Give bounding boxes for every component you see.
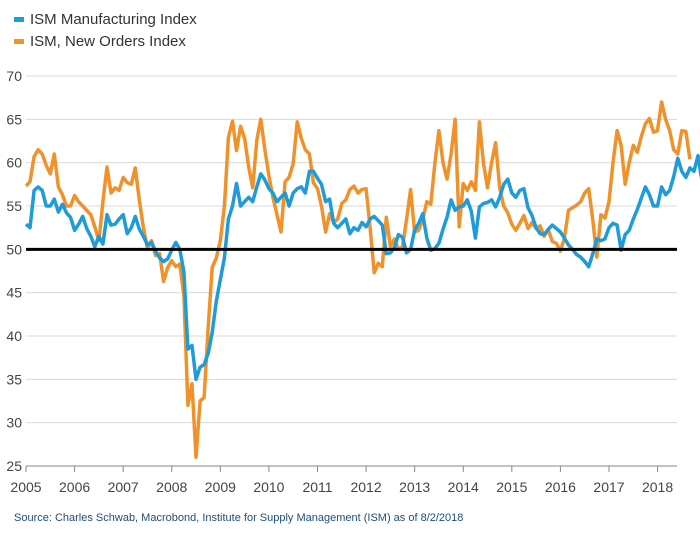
series-line-new-orders bbox=[24, 100, 692, 460]
grid-lines bbox=[26, 75, 677, 467]
legend: ISM Manufacturing Index ISM, New Orders … bbox=[14, 8, 197, 52]
legend-item-new-orders: ISM, New Orders Index bbox=[14, 30, 197, 52]
x-tick-label: 2005 bbox=[10, 479, 41, 495]
y-tick-label: 60 bbox=[6, 155, 22, 171]
legend-swatch-manufacturing bbox=[14, 16, 24, 22]
y-tick-label: 25 bbox=[6, 458, 22, 474]
series-line-manufacturing bbox=[24, 153, 700, 382]
source-note: Source: Charles Schwab, Macrobond, Insti… bbox=[14, 512, 464, 524]
x-tick-label: 2018 bbox=[642, 479, 673, 495]
x-tick-label: 2007 bbox=[108, 479, 139, 495]
legend-item-manufacturing: ISM Manufacturing Index bbox=[14, 8, 197, 30]
x-axis: 2005 2006 2007 2008 2009 2010 2011 2012 2013 2014… bbox=[10, 465, 677, 495]
y-tick-label: 40 bbox=[6, 328, 22, 344]
legend-label-manufacturing: ISM Manufacturing Index bbox=[30, 10, 197, 28]
x-tick-label: 2010 bbox=[253, 479, 284, 495]
x-tick-label: 2016 bbox=[545, 479, 576, 495]
x-tick-label: 2011 bbox=[302, 479, 332, 495]
series-lines bbox=[24, 100, 700, 460]
y-tick-label: 30 bbox=[6, 415, 22, 431]
y-tick-label: 65 bbox=[6, 111, 22, 127]
x-tick-label: 2013 bbox=[399, 479, 430, 495]
legend-swatch-new-orders bbox=[14, 38, 24, 44]
y-tick-label: 35 bbox=[6, 371, 22, 387]
x-tick-label: 2015 bbox=[496, 479, 527, 495]
legend-label-new-orders: ISM, New Orders Index bbox=[30, 32, 186, 50]
x-tick-label: 2017 bbox=[593, 479, 624, 495]
x-tick-label: 2008 bbox=[156, 479, 187, 495]
x-tick-label: 2014 bbox=[448, 479, 479, 495]
y-axis: 25 30 35 40 45 50 55 60 65 70 bbox=[6, 68, 22, 474]
x-tick-label: 2009 bbox=[205, 479, 236, 495]
y-tick-label: 55 bbox=[6, 198, 22, 214]
y-tick-label: 70 bbox=[6, 68, 22, 84]
y-tick-label: 45 bbox=[6, 285, 22, 301]
x-tick-label: 2006 bbox=[59, 479, 90, 495]
x-tick-label: 2012 bbox=[350, 479, 381, 495]
y-tick-label: 50 bbox=[6, 241, 22, 257]
